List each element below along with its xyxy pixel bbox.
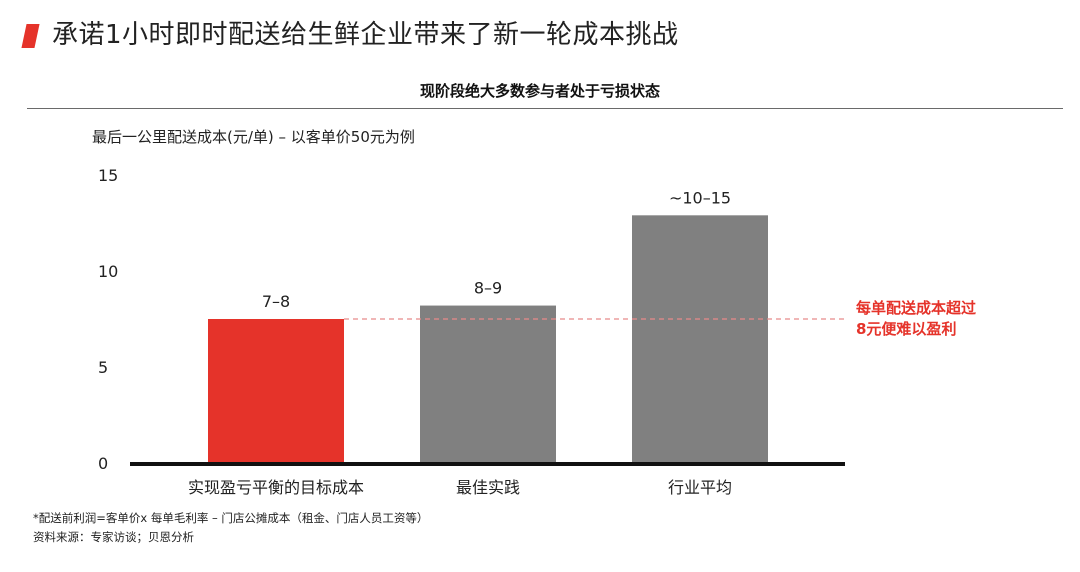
bar: [632, 215, 768, 463]
bar: [208, 319, 344, 463]
x-category-label: 最佳实践: [456, 478, 520, 497]
chart-subtitle: 最后一公里配送成本(元/单) – 以客单价50元为例: [92, 128, 415, 146]
bar: [420, 305, 556, 463]
y-tick-label: 15: [98, 166, 118, 185]
y-tick-label: 5: [98, 358, 108, 377]
chart-title: 现阶段绝大多数参与者处于亏损状态: [419, 82, 660, 100]
bar-data-label: 7–8: [262, 292, 290, 311]
title-divider: [27, 108, 1063, 109]
reference-line-callout: 每单配送成本超过 8元便难以盈利: [856, 299, 977, 338]
footnotes: *配送前利润=客单价x 每单毛利率 – 门店公摊成本（租金、门店人员工资等） 资…: [33, 509, 428, 547]
footnote-definition: *配送前利润=客单价x 每单毛利率 – 门店公摊成本（租金、门店人员工资等）: [33, 511, 429, 525]
bar-data-label: ~10–15: [669, 188, 731, 207]
footnote-source: 资料来源：专家访谈；贝恩分析: [33, 530, 194, 544]
page-title: 承诺1小时即时配送给生鲜企业带来了新一轮成本挑战: [52, 20, 679, 50]
y-tick-label: 10: [98, 262, 118, 281]
bar-data-label: 8–9: [474, 279, 502, 298]
x-category-label: 行业平均: [668, 478, 732, 497]
x-category-label: 实现盈亏平衡的目标成本: [188, 478, 364, 497]
y-tick-label: 0: [98, 454, 108, 473]
